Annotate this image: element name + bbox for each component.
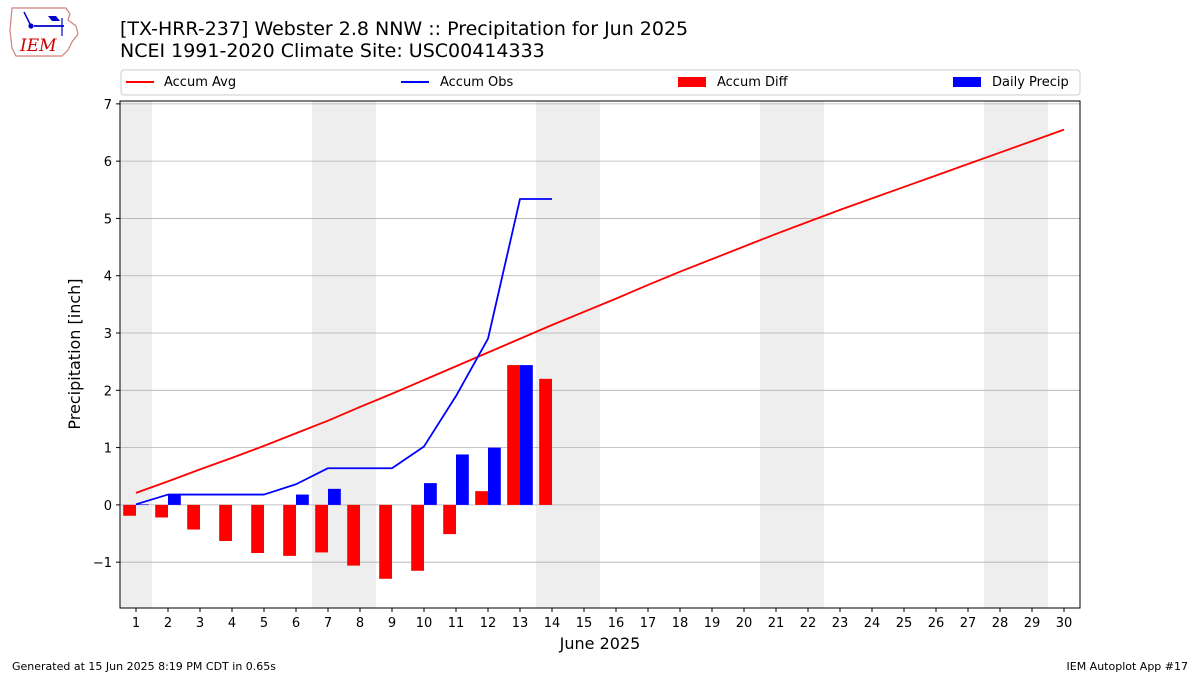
x-tick-label: 27: [960, 616, 977, 631]
lines: [135, 128, 1065, 506]
x-tick-label: 23: [832, 616, 849, 631]
x-tick-label: 22: [800, 616, 817, 631]
wind-barb-icon: [23, 11, 31, 25]
accum-diff-bar: [443, 504, 456, 535]
accum-avg-line: [135, 128, 1065, 494]
x-tick-label: 12: [480, 616, 497, 631]
y-tick-label: −1: [93, 556, 112, 571]
iem-logo: IEM: [9, 7, 79, 57]
x-tick-label: 18: [672, 616, 689, 631]
y-tick-label: 3: [104, 327, 112, 342]
x-tick-label: 28: [992, 616, 1009, 631]
cloud-icon: [48, 16, 60, 21]
x-tick-label: 11: [448, 616, 465, 631]
legend-label-accum-obs: Accum Obs: [440, 75, 513, 90]
x-tick-label: 24: [864, 616, 881, 631]
y-tick-label: 0: [104, 499, 112, 514]
weekend-band: [536, 101, 600, 608]
weekend-bands: [120, 101, 1048, 608]
accum-diff-bar: [187, 504, 200, 530]
x-tick-label: 19: [704, 616, 721, 631]
accum-diff-bar: [283, 504, 296, 556]
y-tick-label: 1: [104, 442, 112, 457]
y-tick-label: 5: [104, 212, 112, 227]
x-tick-label: 21: [768, 616, 785, 631]
footer-app: IEM Autoplot App #17: [1067, 660, 1189, 673]
daily-precip-bar: [168, 495, 181, 505]
x-tick-label: 7: [324, 616, 332, 631]
x-tick-label: 15: [576, 616, 593, 631]
legend-item-accum-diff: Accum Diff: [678, 75, 789, 90]
legend-frame: [120, 69, 1081, 96]
legend-label-accum-diff: Accum Diff: [717, 75, 789, 90]
plot-frame: [119, 100, 1081, 609]
x-axis-label: June 2025: [559, 634, 641, 653]
y-axis: −1 0 1 2 3 4 5 6 7: [93, 98, 120, 571]
daily-precip-bar: [136, 504, 149, 505]
x-tick-label: 26: [928, 616, 945, 631]
daily-precip-bar: [424, 483, 437, 505]
logo-text: IEM: [19, 36, 57, 56]
x-tick-label: 2: [164, 616, 172, 631]
y-axis-label: Precipitation [inch]: [65, 278, 84, 429]
legend-label-accum-avg: Accum Avg: [164, 75, 236, 90]
weekend-band: [760, 101, 824, 608]
footer-generated: Generated at 15 Jun 2025 8:19 PM CDT in …: [12, 660, 276, 673]
x-tick-label: 5: [260, 616, 268, 631]
x-tick-label: 6: [292, 616, 300, 631]
accum-diff-bar: [251, 504, 264, 554]
x-tick-label: 10: [416, 616, 433, 631]
daily-precip-bar: [520, 365, 533, 505]
x-tick-label: 17: [640, 616, 657, 631]
accum-diff-bar: [155, 504, 168, 518]
x-tick-label: 3: [196, 616, 204, 631]
gridlines: [120, 103, 1080, 563]
daily-precip-bar: [488, 447, 501, 505]
x-tick-label: 1: [132, 616, 140, 631]
y-tick-label: 6: [104, 155, 112, 170]
x-tick-label: 16: [608, 616, 625, 631]
accum-diff-bar: [219, 504, 232, 541]
iowa-outline: [9, 7, 79, 57]
x-axis: 1 2 3 4 5 6 7 8 9 10 11 12 13 14 15 16 17 18 19 20 21 22 23 24 2…: [132, 608, 1072, 631]
weekend-band: [120, 101, 152, 608]
daily-precip-bar: [328, 488, 341, 505]
y-tick-label: 7: [104, 98, 112, 113]
chart-subtitle: NCEI 1991-2020 Climate Site: USC00414333: [120, 40, 545, 62]
y-tick-label: 2: [104, 384, 112, 399]
x-tick-label: 30: [1056, 616, 1073, 631]
x-tick-label: 14: [544, 616, 561, 631]
accum-diff-bar: [379, 504, 392, 579]
legend-item-daily-precip: Daily Precip: [953, 75, 1069, 90]
weather-dot-icon: [28, 23, 34, 29]
x-tick-label: 8: [356, 616, 364, 631]
legend-label-daily-precip: Daily Precip: [992, 75, 1069, 90]
accum-obs-line: [135, 198, 552, 506]
daily-precip-bar: [456, 454, 469, 505]
accum-diff-bar: [507, 365, 520, 505]
accum-diff-bar: [315, 504, 328, 553]
x-tick-label: 20: [736, 616, 753, 631]
accum-diff-bar: [411, 504, 424, 571]
chart-title: [TX-HRR-237] Webster 2.8 NNW :: Precipit…: [120, 18, 688, 40]
daily-precip-bar: [296, 494, 309, 505]
legend-item-accum-avg: Accum Avg: [126, 75, 236, 90]
accum-diff-bar: [347, 504, 360, 566]
weekend-band: [984, 101, 1048, 608]
accum-diff-bar: [539, 378, 552, 505]
x-tick-label: 13: [512, 616, 529, 631]
x-tick-label: 4: [228, 616, 236, 631]
accum-diff-bar: [123, 504, 136, 516]
accum-diff-bar: [475, 491, 488, 505]
x-tick-label: 25: [896, 616, 913, 631]
legend: Accum Avg Accum Obs Accum Diff Daily Pre…: [120, 69, 1081, 96]
legend-item-accum-obs: Accum Obs: [401, 75, 513, 90]
x-tick-label: 9: [388, 616, 396, 631]
y-tick-label: 4: [104, 270, 112, 285]
bars: [123, 365, 552, 579]
x-tick-label: 29: [1024, 616, 1041, 631]
